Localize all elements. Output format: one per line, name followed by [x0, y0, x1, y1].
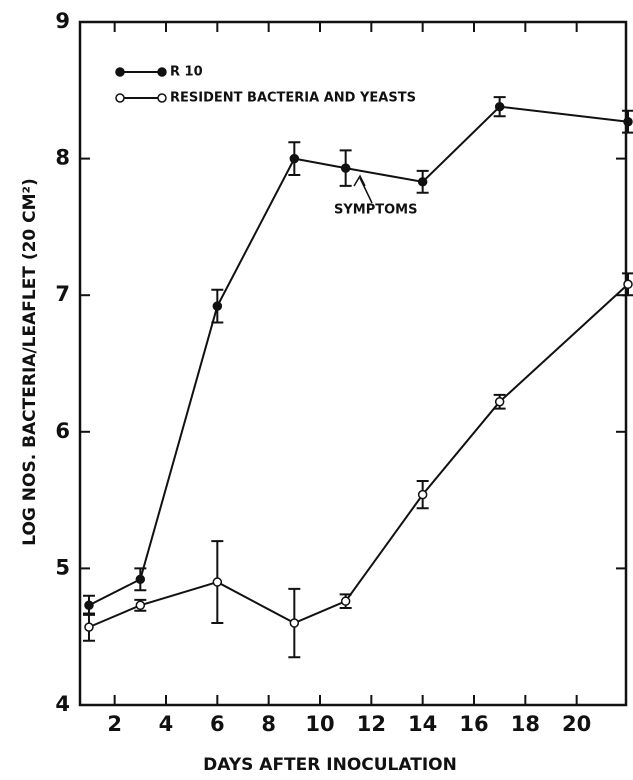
plot-frame: [78, 20, 628, 707]
x-tick-label: 18: [511, 712, 540, 736]
x-tick-label: 14: [408, 712, 437, 736]
y-tick-label: 7: [55, 282, 70, 306]
data-point: [135, 574, 146, 585]
x-tick-label: 10: [305, 712, 334, 736]
data-point: [417, 177, 428, 187]
legend-marker: [157, 93, 167, 103]
x-axis-label: DAYS AFTER INOCULATION: [203, 755, 457, 775]
x-tick-label: 6: [210, 712, 225, 736]
x-tick-label: 2: [107, 712, 122, 736]
legend-marker: [115, 67, 125, 77]
data-point: [494, 396, 505, 407]
y-tick-label: 4: [55, 692, 70, 716]
y-tick-label: 9: [55, 9, 70, 33]
y-tick-label: 8: [55, 146, 70, 170]
data-point: [84, 622, 94, 632]
data-point: [212, 301, 223, 311]
annotation-arrow: [353, 174, 373, 204]
x-tick-label: 4: [159, 712, 174, 736]
data-point: [289, 618, 300, 628]
data-point: [135, 600, 146, 611]
data-point: [494, 101, 505, 112]
series-line: [88, 105, 629, 607]
legend-label: R 10: [170, 65, 203, 80]
data-point: [84, 600, 94, 611]
y-tick-label: 5: [55, 555, 70, 579]
legend-label: RESIDENT BACTERIA AND YEASTS: [170, 91, 416, 106]
y-tick-label: 6: [55, 419, 70, 443]
data-point: [623, 116, 633, 127]
x-tick-label: 16: [459, 712, 488, 736]
data-point: [340, 163, 351, 173]
annotation: SYMPTOMS: [334, 203, 417, 218]
y-axis-label: LOG NOS. BACTERIA/LEAFLET (20 CM²): [20, 178, 40, 546]
legend-marker: [157, 67, 167, 77]
data-point: [289, 153, 300, 164]
data-point: [212, 577, 223, 587]
data-point: [623, 279, 633, 290]
x-tick-label: 8: [261, 712, 276, 736]
data-point: [340, 596, 351, 606]
legend-marker: [115, 93, 125, 103]
x-tick-label: 12: [357, 712, 386, 736]
series-line: [88, 283, 629, 629]
data-point: [417, 489, 428, 500]
x-tick-label: 20: [562, 712, 591, 736]
